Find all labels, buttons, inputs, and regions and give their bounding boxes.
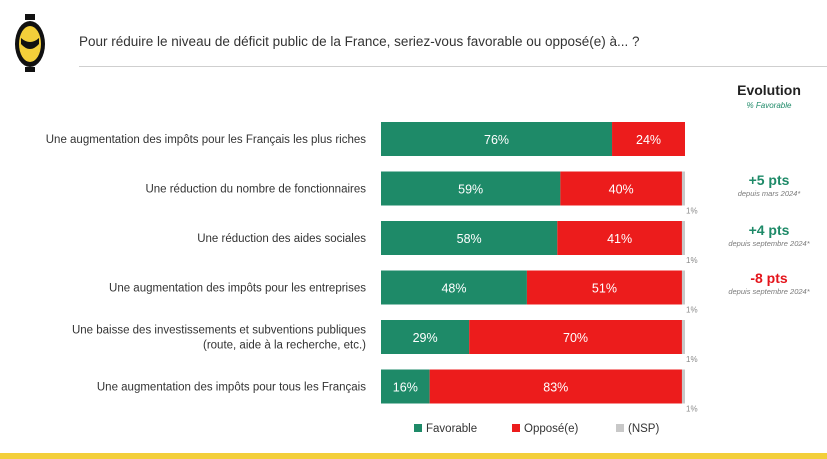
evolution-item-reduction-fonctionnaires: +5 pts depuis mars 2024* [704, 172, 827, 198]
legend-label: Favorable [426, 423, 477, 435]
evolution-note: depuis septembre 2024* [728, 287, 810, 296]
evolution-subtitle: % Favorable [746, 101, 792, 110]
data-label: 29% [413, 331, 438, 345]
bar-segment-1 [469, 320, 682, 354]
category-label: Une réduction du nombre de fonctionnaire… [145, 184, 366, 196]
evolution-item-reduction-aides: +4 pts depuis septembre 2024* [704, 222, 827, 248]
bar-segment-0 [381, 221, 558, 255]
data-label: 58% [457, 232, 482, 246]
data-label-nsp: 1% [686, 256, 698, 265]
bar-segment-2 [681, 369, 685, 404]
data-label: 76% [484, 133, 509, 147]
bar-segment-0 [381, 369, 430, 404]
data-label: 70% [563, 331, 588, 345]
bar-segment-2 [681, 270, 685, 305]
header-divider [79, 66, 827, 67]
data-label-nsp: 1% [686, 355, 698, 364]
evolution-title: Evolution [737, 82, 801, 98]
data-label: 83% [543, 381, 568, 395]
category-label: Une augmentation des impôts pour tous le… [97, 382, 366, 394]
category-label-line: Une augmentation des impôts pour les ent… [109, 283, 366, 295]
bar-segment-1 [612, 122, 685, 156]
data-label: 48% [441, 282, 466, 296]
legend-swatch [512, 424, 520, 432]
bar-segment-2 [681, 221, 685, 255]
data-label: 16% [393, 381, 418, 395]
category-label: Une augmentation des impôts pour les Fra… [46, 134, 366, 146]
evolution-value: +5 pts [748, 172, 790, 188]
data-label-nsp: 1% [686, 306, 698, 315]
evolution-item-impots-entreprises: -8 pts depuis septembre 2024* [704, 270, 827, 296]
category-label-line: (route, aide à la recherche, etc.) [203, 340, 366, 352]
data-label: 59% [458, 183, 483, 197]
evolution-note: depuis septembre 2024* [728, 239, 810, 248]
bar-segment-1 [560, 171, 682, 206]
category-label-line: Une réduction du nombre de fonctionnaire… [145, 184, 366, 196]
legend-swatch [414, 424, 422, 432]
data-label-nsp: 1% [686, 405, 698, 414]
category-label-line: Une augmentation des impôts pour les Fra… [46, 134, 366, 146]
bar-segment-0 [381, 171, 561, 206]
data-label: 41% [607, 232, 632, 246]
evolution-value: +4 pts [748, 222, 790, 238]
bar-segment-2 [681, 320, 685, 354]
bar-segment-2 [681, 171, 685, 206]
category-label-line: Une augmentation des impôts pour tous le… [97, 382, 366, 394]
logo-mark [15, 14, 45, 72]
bar-segment-1 [557, 221, 682, 255]
data-label: 24% [636, 133, 661, 147]
logo [14, 14, 46, 72]
question-title: Pour réduire le niveau de déficit public… [79, 34, 640, 49]
evolution-note: depuis mars 2024* [737, 189, 801, 198]
legend-label: Opposé(e) [524, 423, 579, 435]
legend-swatch [616, 424, 624, 432]
bar-segment-1 [526, 270, 682, 305]
evolution-value: -8 pts [750, 270, 788, 286]
category-label: Une augmentation des impôts pour les ent… [109, 283, 366, 295]
category-label: Une baisse des investissements et subven… [72, 325, 366, 352]
legend-label: (NSP) [628, 423, 659, 435]
bar-segment-0 [381, 122, 613, 156]
category-label-line: Une réduction des aides sociales [197, 233, 366, 245]
data-label: 40% [609, 183, 634, 197]
bottom-accent-band [0, 453, 827, 459]
bar-segment-0 [381, 270, 527, 305]
category-label: Une réduction des aides sociales [197, 233, 366, 245]
bar-segment-1 [429, 369, 682, 404]
data-label: 51% [592, 282, 617, 296]
data-label-nsp: 1% [686, 207, 698, 216]
bar-segment-0 [381, 320, 470, 354]
category-label-line: Une baisse des investissements et subven… [72, 325, 366, 337]
